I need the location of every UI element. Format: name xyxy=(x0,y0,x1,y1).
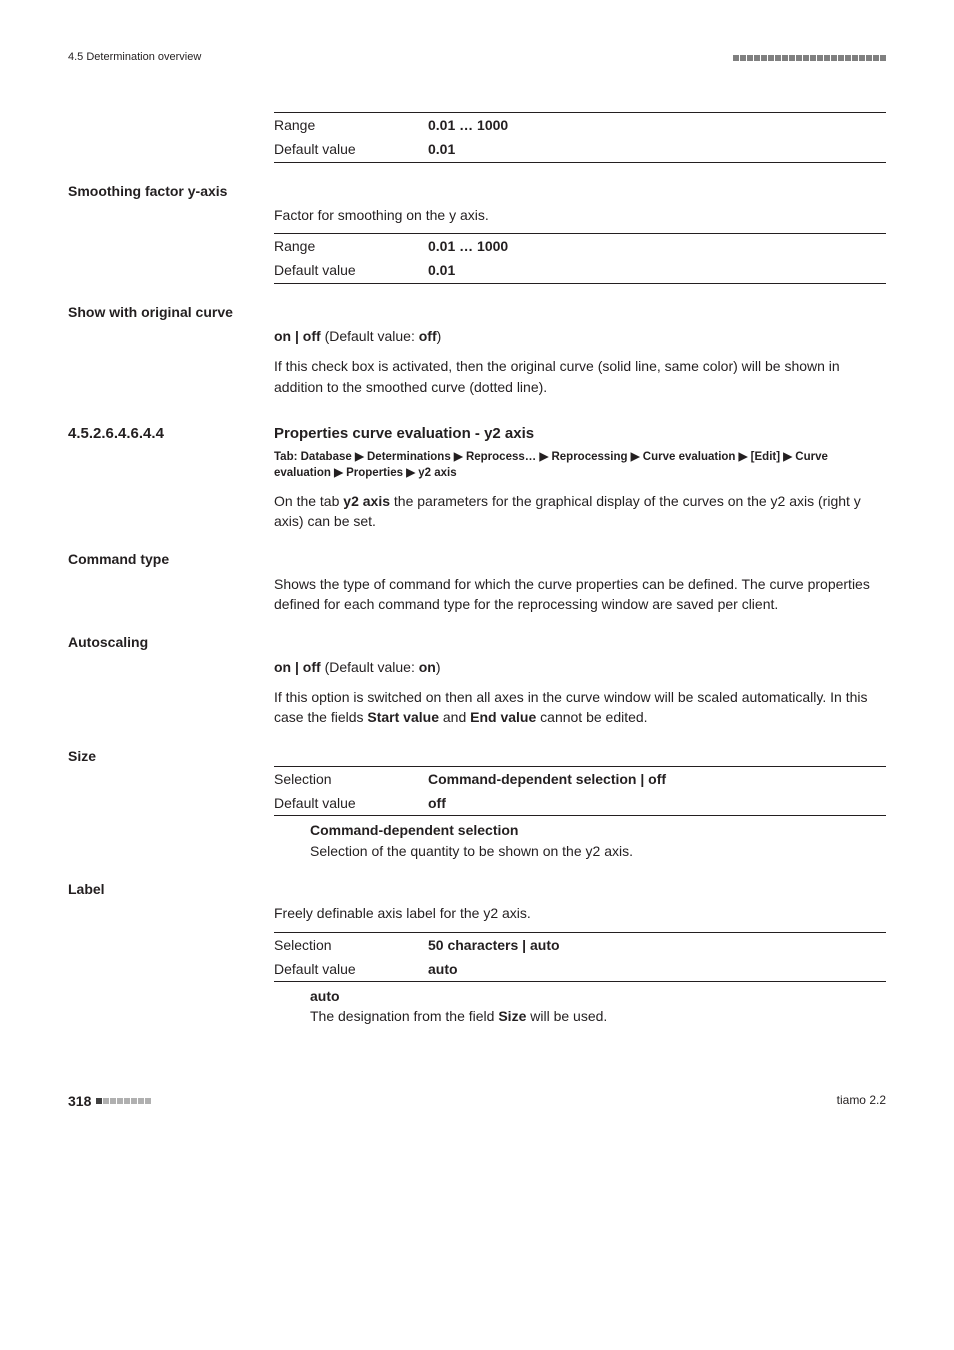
header-squares-icon xyxy=(733,55,886,61)
page-header: 4.5 Determination overview xyxy=(68,50,886,66)
default-value: 0.01 xyxy=(428,137,886,161)
autoscaling-toggle: on | off (Default value: on) xyxy=(274,657,886,677)
smoothing-desc: Factor for smoothing on the y axis. xyxy=(274,205,886,225)
label-field-label: Label xyxy=(68,879,274,899)
size-term-block: Command-dependent selection Selection of… xyxy=(310,820,886,861)
default-value: 0.01 xyxy=(428,258,886,282)
default-label: Default value xyxy=(274,137,428,161)
section-desc: On the tab y2 axis the parameters for th… xyxy=(274,491,886,532)
header-section-text: 4.5 Determination overview xyxy=(68,50,201,66)
label-term: auto xyxy=(310,986,886,1006)
toggle-options: on | off xyxy=(274,659,321,675)
range-block-1: Range 0.01 … 1000 Default value 0.01 xyxy=(68,112,886,163)
range-value: 0.01 … 1000 xyxy=(428,113,886,137)
size-label: Size xyxy=(68,746,274,766)
autoscaling-label: Autoscaling xyxy=(68,632,274,652)
page-footer: 318 tiamo 2.2 xyxy=(68,1091,886,1111)
label-term-desc: The designation from the field Size will… xyxy=(310,1006,886,1026)
range-label: Range xyxy=(274,113,428,137)
selection-label: Selection xyxy=(274,767,428,791)
default-label: Default value xyxy=(274,791,428,815)
label-term-block: auto The designation from the field Size… xyxy=(310,986,886,1027)
range-label: Range xyxy=(274,234,428,258)
label-table: Selection 50 characters | auto Default v… xyxy=(274,933,886,982)
size-term-desc: Selection of the quantity to be shown on… xyxy=(310,841,886,861)
section-title: Properties curve evaluation - y2 axis xyxy=(274,423,886,445)
default-value: auto xyxy=(428,957,886,981)
default-label: Default value xyxy=(274,258,428,282)
toggle-options: on | off xyxy=(274,328,321,344)
show-original-desc: If this check box is activated, then the… xyxy=(274,356,886,397)
section-number: 4.5.2.6.4.6.4.4 xyxy=(68,423,274,445)
page-number: 318 xyxy=(68,1091,151,1111)
default-value: off xyxy=(428,791,886,815)
selection-value: 50 characters | auto xyxy=(428,933,886,957)
selection-label: Selection xyxy=(274,933,428,957)
size-table: Selection Command-dependent selection | … xyxy=(274,767,886,816)
default-label: Default value xyxy=(274,957,428,981)
command-type-label: Command type xyxy=(68,549,274,569)
range-table-1: Range 0.01 … 1000 Default value 0.01 xyxy=(274,113,886,162)
label-field-desc: Freely definable axis label for the y2 a… xyxy=(274,903,886,923)
smoothing-factor-label: Smoothing factor y-axis xyxy=(68,181,274,201)
autoscaling-desc: If this option is switched on then all a… xyxy=(274,687,886,728)
product-name: tiamo 2.2 xyxy=(837,1092,886,1109)
range-value: 0.01 … 1000 xyxy=(428,234,886,258)
smoothing-range-table: Range 0.01 … 1000 Default value 0.01 xyxy=(274,234,886,283)
command-type-desc: Shows the type of command for which the … xyxy=(274,574,886,615)
size-term: Command-dependent selection xyxy=(310,820,886,840)
show-original-toggle: on | off (Default value: off) xyxy=(274,326,886,346)
show-original-curve-label: Show with original curve xyxy=(68,302,274,322)
selection-value: Command-dependent selection | off xyxy=(428,767,886,791)
tab-path: Tab: Database ▶ Determinations ▶ Reproce… xyxy=(274,449,886,481)
